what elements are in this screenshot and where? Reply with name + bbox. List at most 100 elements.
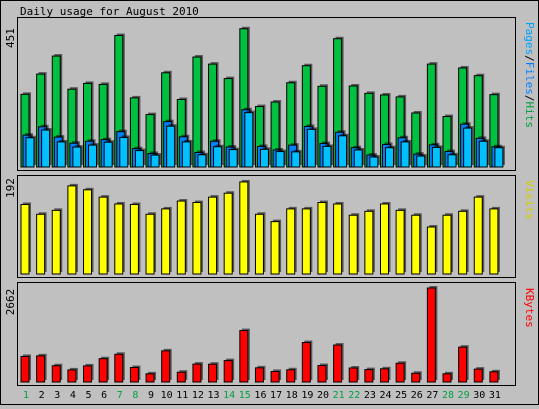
kbytes-bar bbox=[51, 363, 63, 383]
kbytes-bar-face bbox=[20, 355, 30, 383]
visits-bar bbox=[192, 200, 203, 275]
day-label: 29 bbox=[458, 390, 470, 401]
day-label: 3 bbox=[54, 390, 60, 401]
kbytes-bar-face bbox=[36, 355, 46, 383]
visits-bar-face bbox=[129, 203, 139, 275]
visits-bar bbox=[51, 208, 63, 275]
pages-bar-face bbox=[431, 146, 441, 168]
day-label: 18 bbox=[286, 390, 298, 401]
kbytes-bar-face bbox=[239, 330, 249, 383]
kbytes-bar-face bbox=[223, 360, 233, 383]
visits-bar bbox=[208, 195, 219, 275]
visits-bar bbox=[176, 199, 188, 275]
visits-bar-face bbox=[379, 203, 389, 275]
kbytes-bar-face bbox=[458, 346, 468, 383]
day-label: 30 bbox=[473, 390, 485, 401]
visits-bar-face bbox=[51, 209, 61, 275]
visits-bar bbox=[67, 183, 78, 275]
kbytes-bar-face bbox=[426, 287, 436, 383]
legend-separator: / bbox=[523, 55, 536, 62]
pages-bar-face bbox=[275, 151, 285, 168]
kbytes-bar bbox=[473, 367, 485, 383]
kbytes-bar bbox=[36, 353, 47, 383]
day-label: 31 bbox=[489, 390, 501, 401]
kbytes-bar-face bbox=[176, 371, 186, 383]
visits-bar-face bbox=[442, 214, 452, 275]
visits-bar-face bbox=[473, 196, 483, 275]
kbytes-bar-face bbox=[83, 365, 93, 383]
chart-title: Daily usage for August 2010 bbox=[20, 5, 199, 18]
kbytes-bar bbox=[270, 369, 282, 383]
visits-bar-face bbox=[254, 213, 264, 275]
pages-bar-face bbox=[41, 129, 51, 168]
day-label: 24 bbox=[379, 390, 391, 401]
visits-bar-face bbox=[98, 196, 108, 275]
pages-bar-face bbox=[400, 141, 410, 168]
pages-bar bbox=[213, 144, 224, 168]
day-label: 14 bbox=[223, 390, 235, 401]
kbytes-bar bbox=[379, 366, 391, 383]
kbytes-bar-face bbox=[286, 369, 296, 383]
pages-bar-face bbox=[103, 141, 113, 168]
visits-bar bbox=[223, 191, 235, 275]
kbytes-bar-face bbox=[379, 368, 389, 383]
pages-bar-face bbox=[338, 135, 348, 168]
pages-bar bbox=[197, 152, 208, 168]
visits-bar-face bbox=[317, 202, 327, 275]
visits-bar bbox=[348, 213, 360, 275]
kbytes-bar-face bbox=[208, 363, 218, 383]
legend-kbytes: KBytes bbox=[523, 288, 536, 328]
pages-bar bbox=[56, 139, 68, 168]
pages-bar bbox=[338, 133, 349, 168]
visits-bar bbox=[36, 212, 47, 275]
kbytes-bar bbox=[192, 362, 203, 383]
hits-max-label: 451 bbox=[4, 28, 17, 48]
pages-bar-face bbox=[384, 147, 394, 168]
day-label: 26 bbox=[411, 390, 423, 401]
kbytes-bar-face bbox=[67, 369, 77, 383]
kbytes-bar bbox=[208, 362, 219, 383]
visits-bar bbox=[20, 202, 31, 275]
kbytes-bar bbox=[489, 369, 500, 383]
kbytes-bar-face bbox=[192, 363, 202, 383]
visits-bar-face bbox=[192, 202, 202, 275]
pages-bar-face bbox=[416, 155, 426, 168]
hits-bar bbox=[192, 55, 203, 168]
pages-bar-face bbox=[369, 156, 379, 168]
visits-bar bbox=[458, 209, 469, 275]
kbytes-bar-face bbox=[254, 367, 264, 383]
pages-bar-face bbox=[181, 141, 191, 168]
day-label: 20 bbox=[317, 390, 329, 401]
pages-bar bbox=[259, 147, 271, 168]
pages-bar-face bbox=[166, 125, 176, 168]
visits-bar-face bbox=[67, 185, 77, 275]
pages-bar bbox=[463, 126, 474, 168]
kbytes-bar bbox=[411, 371, 422, 383]
visits-bar bbox=[442, 213, 454, 275]
pages-bar-face bbox=[291, 151, 301, 168]
visits-bar-face bbox=[114, 203, 124, 275]
visits-bar-face bbox=[301, 208, 311, 275]
kbytes-bar-face bbox=[364, 369, 374, 383]
pages-bar bbox=[72, 145, 83, 168]
kbytes-bar bbox=[317, 363, 328, 383]
pages-bar-face bbox=[463, 127, 473, 168]
visits-bar-face bbox=[36, 213, 46, 275]
kbytes-bar bbox=[395, 361, 407, 383]
kbytes-bar bbox=[286, 367, 297, 383]
visits-bar-face bbox=[239, 181, 249, 275]
legend-files: Files bbox=[523, 62, 536, 95]
day-label: 17 bbox=[270, 390, 282, 401]
day-label: 15 bbox=[239, 390, 251, 401]
pages-bar bbox=[291, 149, 302, 168]
pages-bar-face bbox=[25, 137, 35, 168]
visits-bars bbox=[20, 179, 500, 275]
visits-bar-face bbox=[458, 210, 468, 275]
kbytes-bar bbox=[83, 363, 94, 383]
kbytes-bar bbox=[239, 328, 250, 383]
visits-bar bbox=[395, 208, 407, 275]
pages-bar-face bbox=[322, 145, 332, 168]
pages-bar bbox=[41, 128, 52, 168]
visits-bar bbox=[129, 202, 141, 275]
